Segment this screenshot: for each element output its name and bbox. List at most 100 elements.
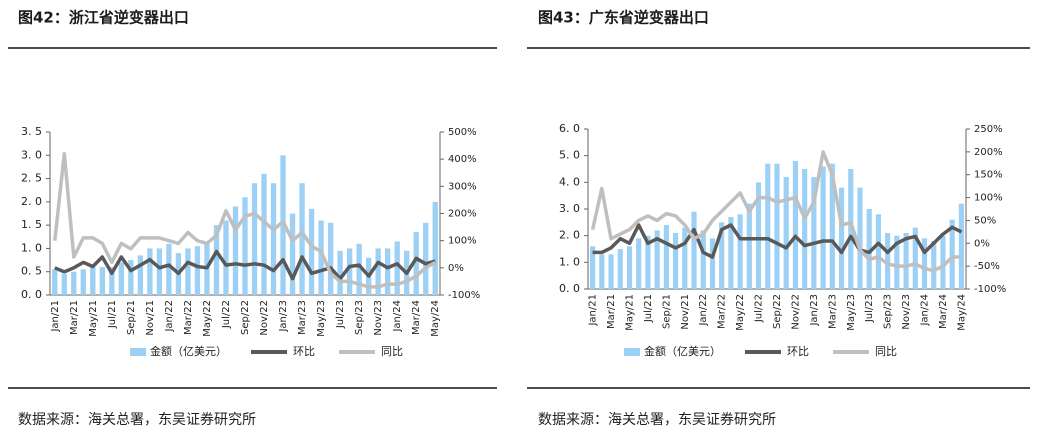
bar [242, 197, 248, 295]
y2-tick-label: 0% [974, 238, 990, 249]
x-tick-label: Mar/21 [606, 294, 617, 329]
legend-label: 环比 [787, 345, 809, 358]
bar [61, 274, 67, 295]
y-tick-label: 0. 0 [559, 282, 580, 295]
legend-swatch [624, 348, 640, 356]
bar [318, 220, 324, 295]
x-tick-label: Nov/23 [901, 294, 912, 330]
legend-label: 同比 [875, 345, 897, 358]
bar [99, 267, 105, 295]
line [53, 151, 437, 289]
bar [931, 241, 937, 289]
bar [728, 217, 734, 289]
bar [413, 232, 419, 295]
bar [617, 249, 623, 289]
y-tick-label: 3. 5 [21, 125, 42, 138]
y-tick-label: 3. 0 [21, 148, 42, 161]
legend-label: 同比 [381, 345, 403, 358]
y-tick-label: 3. 0 [559, 202, 580, 215]
bar [838, 187, 845, 289]
x-tick-label: Sep/21 [126, 300, 137, 335]
y2-tick-label: -100% [974, 284, 1006, 295]
bar [673, 233, 679, 289]
y2-tick-label: 400% [448, 154, 477, 165]
bar [875, 214, 881, 289]
bar [894, 235, 900, 289]
chart-title: 图42：浙江省逆变器出口 [18, 9, 189, 27]
bar [185, 248, 191, 295]
x-tick-label: Jul/21 [643, 294, 654, 323]
bar [299, 183, 305, 295]
y-tick-label: 2. 0 [21, 195, 42, 208]
x-tick-label: Jul/23 [864, 294, 875, 323]
x-tick-label: May/22 [202, 300, 213, 337]
x-tick-label: Sep/23 [354, 300, 365, 335]
y-tick-label: 4. 0 [559, 175, 580, 188]
bar [261, 173, 267, 295]
y2-tick-label: 50% [974, 215, 996, 226]
bar [156, 248, 163, 295]
x-tick-label: Mar/22 [717, 294, 728, 329]
bar [811, 177, 817, 289]
y-tick-label: 6. 0 [559, 122, 580, 135]
x-tick-label: Jan/22 [164, 300, 175, 333]
line [54, 249, 436, 281]
x-tick-label: Jul/22 [754, 294, 765, 323]
bar [700, 230, 706, 289]
x-tick-label: Sep/23 [883, 294, 894, 329]
x-tick-label: May/24 [430, 300, 441, 337]
bar [109, 267, 115, 295]
x-tick-label: Mar/24 [938, 294, 949, 329]
x-tick-label: Jan/22 [698, 294, 709, 327]
bar [802, 169, 808, 289]
x-tick-label: Mar/24 [411, 300, 422, 335]
bar [709, 238, 716, 289]
bar [719, 222, 725, 289]
source: 数据来源：海关总署，东吴证券研究所 [18, 412, 256, 428]
x-tick-label: Nov/21 [145, 300, 156, 336]
bar [346, 248, 353, 295]
source: 数据来源：海关总署，东吴证券研究所 [538, 412, 776, 428]
x-tick-label: May/23 [316, 300, 327, 337]
x-tick-label: Mar/21 [69, 300, 80, 335]
y-tick-label: 5. 0 [559, 149, 580, 162]
y-tick-label: 2. 0 [559, 229, 580, 242]
x-tick-label: May/23 [846, 294, 857, 331]
bar [848, 169, 854, 289]
bar [432, 201, 438, 295]
x-tick-label: Jan/21 [588, 294, 599, 327]
bar [783, 177, 789, 289]
bar [375, 248, 381, 295]
x-tick-label: Sep/21 [661, 294, 672, 329]
bar [590, 246, 596, 289]
bar [223, 220, 229, 295]
y-tick-label: 1. 5 [21, 218, 42, 231]
x-tick-label: May/22 [735, 294, 746, 331]
bar [327, 222, 334, 295]
x-tick-label: Nov/22 [790, 294, 801, 330]
x-tick-label: Nov/22 [259, 300, 270, 336]
bar [599, 254, 605, 289]
legend-label: 金额（亿美元） [150, 344, 227, 358]
bar [949, 219, 955, 289]
y2-tick-label: 150% [974, 170, 1003, 181]
bar [857, 187, 863, 289]
y2-tick-label: 100% [974, 193, 1003, 204]
y-tick-label: 0. 5 [21, 265, 42, 278]
x-tick-label: Jan/24 [392, 300, 403, 333]
bar [829, 163, 835, 289]
y-tick-label: 0. 0 [21, 288, 42, 301]
chart-title: 图43：广东省逆变器出口 [538, 9, 709, 27]
bar [232, 206, 239, 295]
x-tick-label: Jan/24 [920, 294, 931, 327]
y2-tick-label: 300% [448, 181, 477, 192]
bar [71, 271, 77, 295]
bar [820, 166, 826, 289]
bar [746, 203, 752, 289]
x-tick-label: Nov/21 [680, 294, 691, 330]
bar [626, 246, 633, 289]
x-tick-label: Jul/23 [335, 300, 346, 329]
bar [80, 269, 86, 295]
x-tick-label: Jan/23 [809, 294, 820, 327]
bar [394, 241, 400, 295]
